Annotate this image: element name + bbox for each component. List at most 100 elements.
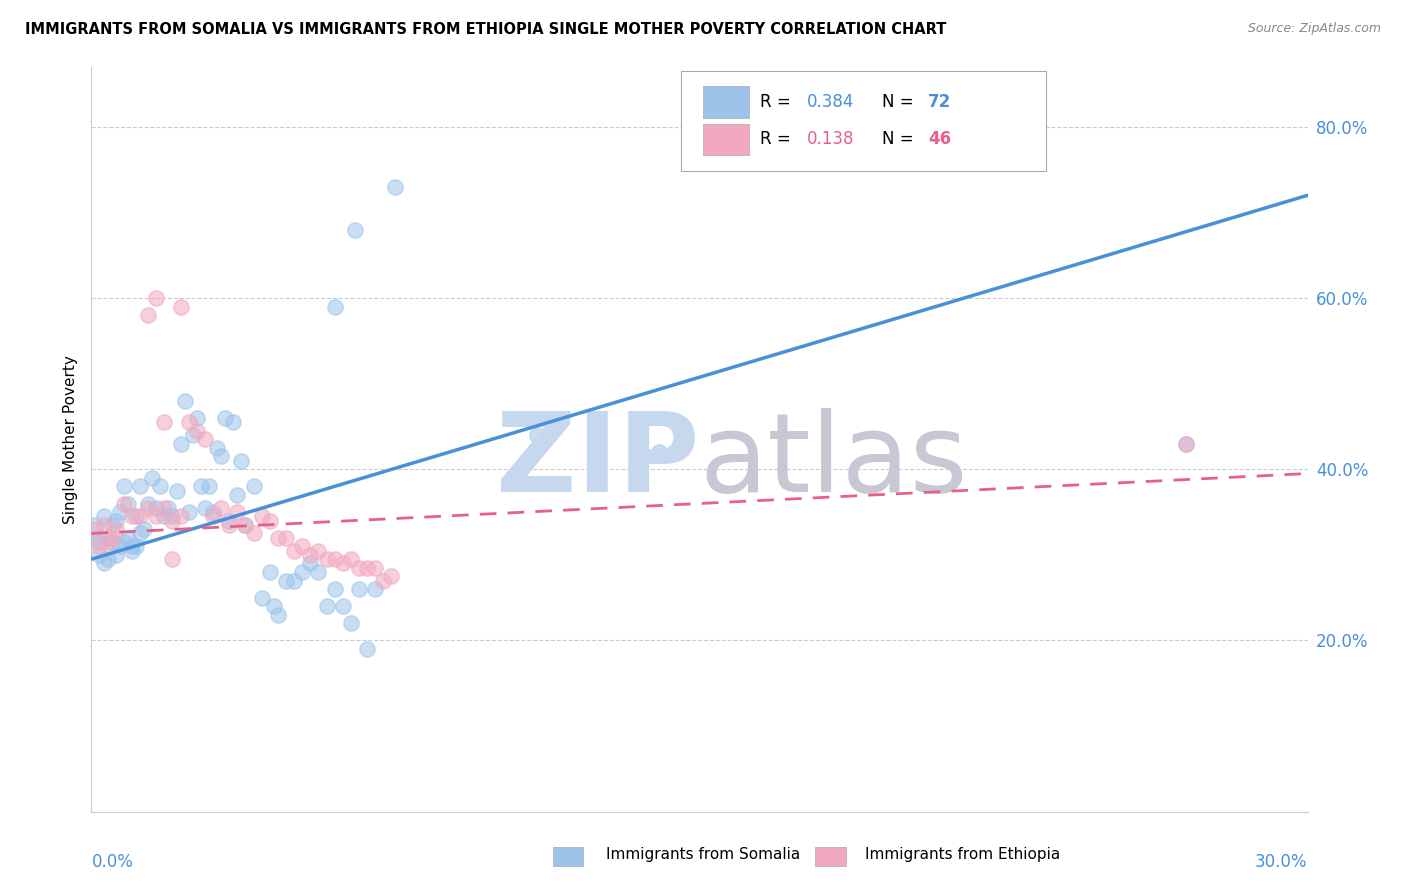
Point [194,500,217,515]
Point [291,565,314,579]
Point [162,514,184,528]
Point [190,479,212,493]
Point [384,179,406,194]
Point [121,539,143,553]
Point [162,509,184,524]
Point [93,509,115,524]
Point [364,582,387,596]
Point [145,291,167,305]
Point [93,517,115,532]
Point [347,560,370,574]
Point [186,424,208,438]
Point [153,509,176,524]
Text: IMMIGRANTS FROM SOMALIA VS IMMIGRANTS FROM ETHIOPIA SINGLE MOTHER POVERTY CORREL: IMMIGRANTS FROM SOMALIA VS IMMIGRANTS FR… [25,22,946,37]
Point [332,599,354,614]
Point [129,526,152,541]
Point [89,535,111,549]
Point [250,591,273,605]
Point [198,479,221,493]
Point [242,479,264,493]
Text: 0.384: 0.384 [807,93,853,111]
Point [356,560,378,574]
Point [145,509,167,524]
Point [315,599,337,614]
Point [343,222,366,236]
Point [149,479,172,493]
Text: Immigrants from Ethiopia: Immigrants from Ethiopia [866,847,1060,862]
Point [89,548,111,562]
Text: 30.0%: 30.0% [1256,853,1308,871]
Point [173,393,195,408]
Point [209,450,232,464]
Point [117,531,139,545]
Point [648,445,671,459]
Point [250,509,273,524]
Point [169,509,191,524]
Text: Immigrants from Somalia: Immigrants from Somalia [606,847,800,862]
Point [104,514,127,528]
Point [141,471,163,485]
Point [121,509,143,524]
Point [100,517,122,532]
Point [274,531,297,545]
Point [89,539,111,553]
Point [93,557,115,571]
Point [153,415,176,429]
Point [112,535,135,549]
Point [323,300,346,314]
Point [283,574,305,588]
Text: Source: ZipAtlas.com: Source: ZipAtlas.com [1247,22,1381,36]
Point [299,548,322,562]
Text: R =: R = [761,93,796,111]
Point [112,496,135,510]
Point [177,415,200,429]
Point [125,509,148,524]
Point [307,565,329,579]
Point [259,514,281,528]
Point [526,428,548,442]
Point [132,522,155,536]
Point [181,428,204,442]
Point [340,552,363,566]
Point [214,411,236,425]
Point [263,599,285,614]
Point [84,522,107,536]
Point [100,531,122,545]
Point [100,535,122,549]
Point [291,539,314,553]
Point [373,574,395,588]
Point [117,496,139,510]
Point [169,300,191,314]
Point [177,505,200,519]
Point [356,642,378,657]
Point [166,483,188,498]
Point [315,552,337,566]
Point [340,616,363,631]
Text: 46: 46 [928,130,952,148]
Point [162,552,184,566]
Point [129,509,152,524]
Point [222,415,245,429]
Point [364,560,387,574]
Point [112,479,135,493]
Point [218,517,240,532]
Point [205,441,228,455]
Text: 72: 72 [928,93,952,111]
Point [108,505,131,519]
Text: 0.0%: 0.0% [91,853,134,871]
Point [153,500,176,515]
Point [202,505,225,519]
Point [323,552,346,566]
FancyBboxPatch shape [703,87,749,118]
Point [136,500,159,515]
Point [380,569,402,583]
Point [235,517,257,532]
Point [121,543,143,558]
Point [202,509,225,524]
Point [267,531,290,545]
Text: ZIP: ZIP [496,409,699,516]
Text: N =: N = [882,93,918,111]
Text: N =: N = [882,130,918,148]
Point [84,517,107,532]
Point [307,543,329,558]
